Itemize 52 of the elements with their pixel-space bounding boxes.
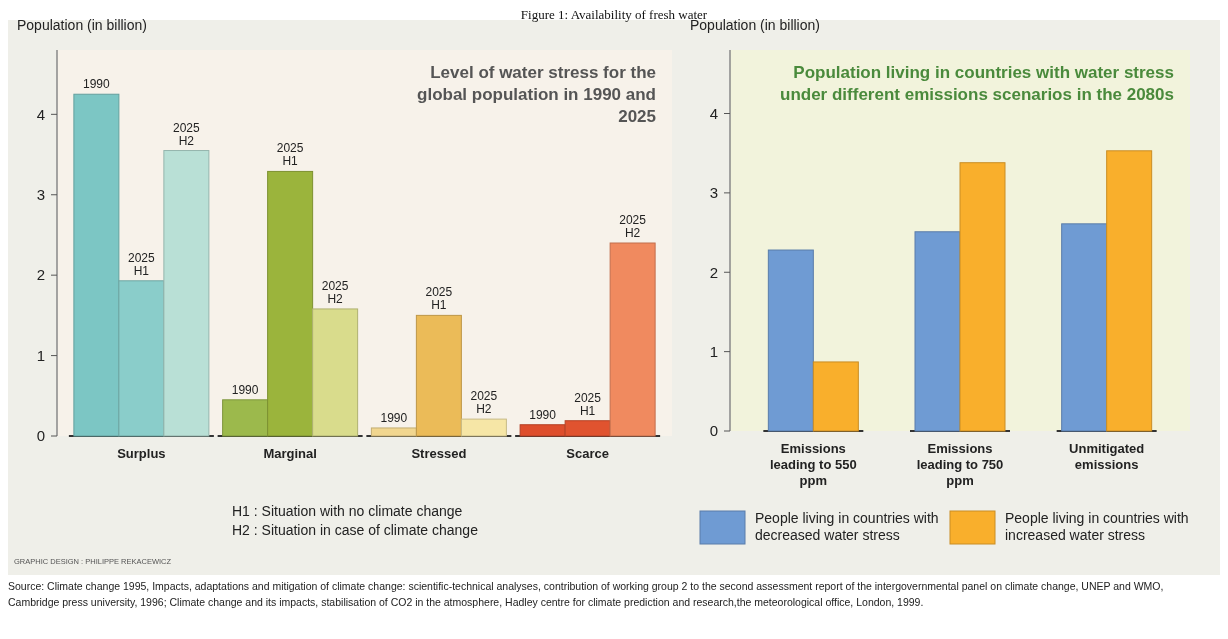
y-tick-label: 0	[36, 427, 45, 445]
text: 2025 H2	[470, 389, 498, 417]
text: 2025 H2	[321, 278, 349, 306]
x-tick-label: Emissions leading to 750 ppm	[916, 441, 1004, 488]
text: Level of water stress for the global population in 1990 and 2025	[417, 63, 656, 126]
x-tick-label: Stressed	[411, 446, 467, 461]
y-tick-label: 1	[709, 342, 718, 360]
y-tick-label: 1	[36, 346, 45, 364]
x-tick-label: Emissions leading to 550 ppm	[769, 441, 857, 488]
x-tick-label: Unmitigated emissions	[1069, 441, 1145, 472]
y-tick-label: 3	[709, 184, 718, 202]
bar	[609, 242, 656, 437]
y-tick-label: 0	[709, 422, 718, 440]
y-tick-label: 2	[709, 263, 718, 281]
legend-label: People living in countries with increased water stress	[1005, 510, 1189, 543]
series-label: 1990	[83, 77, 111, 92]
bar	[460, 418, 507, 437]
bar	[415, 314, 462, 437]
text: 2025 H1	[425, 285, 453, 313]
text: 2025 H2	[619, 213, 646, 240]
text: Population living in countries with water stress under different emissions scenarios in the 2080s	[780, 63, 1174, 104]
y-tick-label: 3	[36, 186, 45, 203]
x-tick-label: Surplus	[117, 446, 166, 461]
bar	[222, 399, 269, 437]
bar	[312, 308, 359, 437]
bar	[959, 162, 1006, 432]
y-tick-label: 2	[36, 266, 45, 284]
bar	[1061, 223, 1108, 432]
y-axis-title: Population (in billion)	[17, 17, 147, 33]
series-label: 2025 H2	[173, 120, 201, 148]
bar	[370, 427, 417, 437]
y-tick-label: 4	[709, 104, 718, 122]
source-note: Source: Climate change 1995, Impacts, adaptations and mitigation of climate change: scientific-technical analyses, contribution of working group 2 to the second assessment report of the intergovernmental panel on climate change, UNEP and WMO, Cambridge press university, 1996; Climate change and its impacts, stabilisation of CO2 in the atmosphere, Hadley centre for climate prediction and research,the meteorological office, London, 1999.	[8, 580, 1164, 608]
text: 2025 H1	[574, 390, 601, 418]
y-tick-label: 4	[36, 105, 45, 123]
text: 1990	[231, 382, 259, 397]
x-tick-label: Scarce	[566, 446, 609, 461]
bar	[1106, 150, 1153, 432]
bar	[812, 361, 859, 432]
y-axis-title: Population (in billion)	[690, 17, 820, 33]
text: 1990	[380, 410, 408, 425]
bar	[163, 150, 210, 437]
text: 2025 H1	[276, 141, 304, 169]
text: H2 : Situation in case of climate change	[232, 522, 479, 538]
bar	[914, 231, 961, 432]
x-tick-label: Marginal	[263, 446, 317, 461]
bar	[767, 249, 814, 432]
bar	[267, 170, 314, 437]
series-label: 2025 H1	[128, 250, 156, 278]
text: H1 : Situation with no climate change	[232, 503, 463, 519]
legend-label: People living in countries with decreased water stress	[755, 510, 939, 543]
text: 1990	[529, 407, 556, 422]
